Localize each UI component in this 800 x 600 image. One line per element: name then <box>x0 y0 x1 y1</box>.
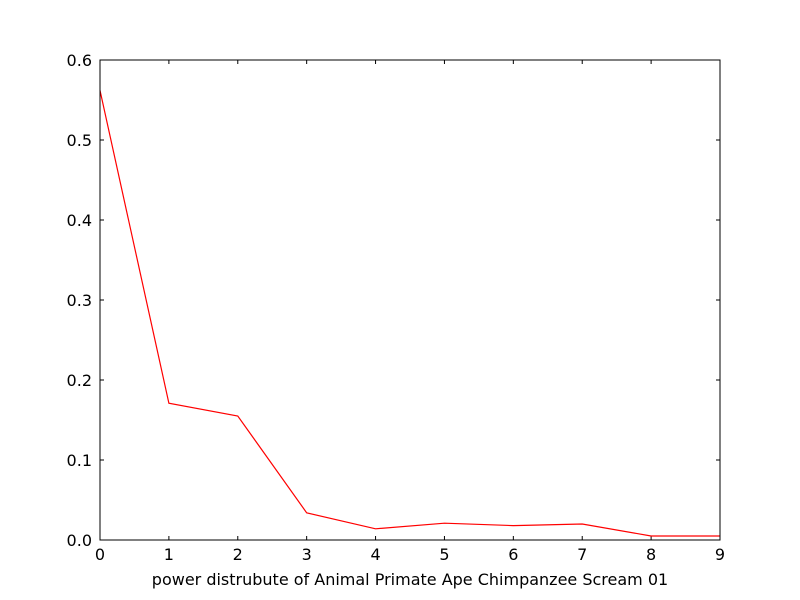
x-tick-label: 7 <box>577 545 587 564</box>
x-tick-label: 3 <box>302 545 312 564</box>
y-tick-label: 0.1 <box>67 451 92 470</box>
series-line-0 <box>99 90 720 537</box>
plot-area <box>100 60 720 540</box>
y-tick-label: 0.0 <box>67 531 92 550</box>
y-tick-label: 0.4 <box>67 211 92 230</box>
plot-frame <box>99 59 721 541</box>
series-layer <box>99 90 720 537</box>
y-tick-label: 0.3 <box>67 291 92 310</box>
x-tick-label: 4 <box>370 545 380 564</box>
x-tick-label: 5 <box>439 545 449 564</box>
axis-tick-labels: 0 1 2 3 4 5 6 7 8 9 0.0 0.1 0.2 0.3 0.4 0.5 0.6 <box>67 51 726 564</box>
y-tick-label: 0.6 <box>67 51 92 70</box>
x-axis-label: power distrubute of Animal Primate Ape C… <box>152 570 668 589</box>
x-tick-label: 6 <box>508 545 518 564</box>
axis-ticks <box>99 59 721 541</box>
y-tick-label: 0.5 <box>67 131 92 150</box>
x-tick-label: 8 <box>646 545 656 564</box>
x-tick-label: 9 <box>715 545 725 564</box>
y-tick-label: 0.2 <box>67 371 92 390</box>
x-tick-label: 1 <box>164 545 174 564</box>
x-tick-label: 2 <box>233 545 243 564</box>
x-tick-label: 0 <box>95 545 105 564</box>
